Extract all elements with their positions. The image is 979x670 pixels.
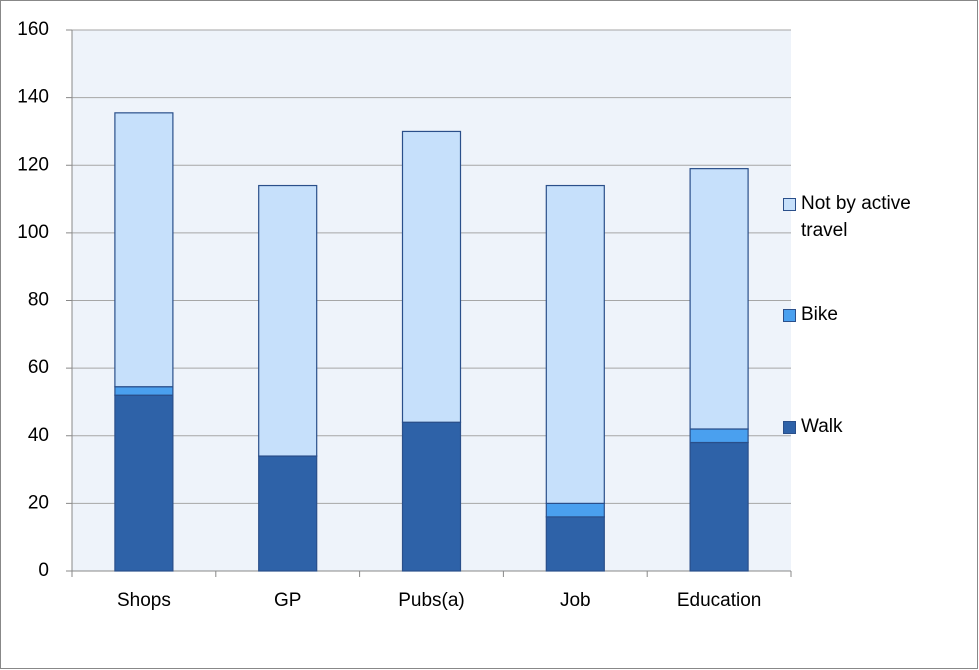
bar-segment [114,386,174,396]
legend-label: Not by active travel [801,193,911,241]
legend-item: Bike [783,301,973,328]
x-tick-label: Job [560,590,591,611]
legend-item: Walk [783,413,973,440]
legend-item: Not by active travel [783,190,973,244]
y-tick-label: 120 [17,154,49,175]
x-tick-label: GP [274,590,301,611]
x-tick-label: Pubs(a) [398,590,465,611]
bar-segment [545,184,605,504]
bar-segment [545,516,605,572]
legend-label: Bike [801,304,838,325]
y-tick-label: 140 [17,87,49,108]
y-tick-label: 60 [28,357,49,378]
bar-segment [258,455,318,572]
bar-segment [689,168,749,430]
bar-segment [545,502,605,518]
bar-segment [401,130,462,423]
y-tick-label: 20 [28,492,49,513]
bar-segment [689,428,749,444]
bar-segment [114,394,174,572]
y-tick-label: 80 [28,290,49,311]
legend-swatch [783,198,796,211]
y-tick-label: 40 [28,425,49,446]
y-tick-label: 160 [17,19,49,40]
x-tick-label: Education [677,590,762,611]
bar-segment [114,112,174,388]
x-tick-label: Shops [117,590,171,611]
legend-swatch [783,421,796,434]
legend-label: Walk [801,416,843,437]
bar-segment [689,441,749,572]
y-tick-label: 0 [38,560,49,581]
bar-segment [258,184,318,457]
y-tick-label: 100 [17,222,49,243]
legend-swatch [783,309,796,322]
bar-segment [401,421,462,572]
